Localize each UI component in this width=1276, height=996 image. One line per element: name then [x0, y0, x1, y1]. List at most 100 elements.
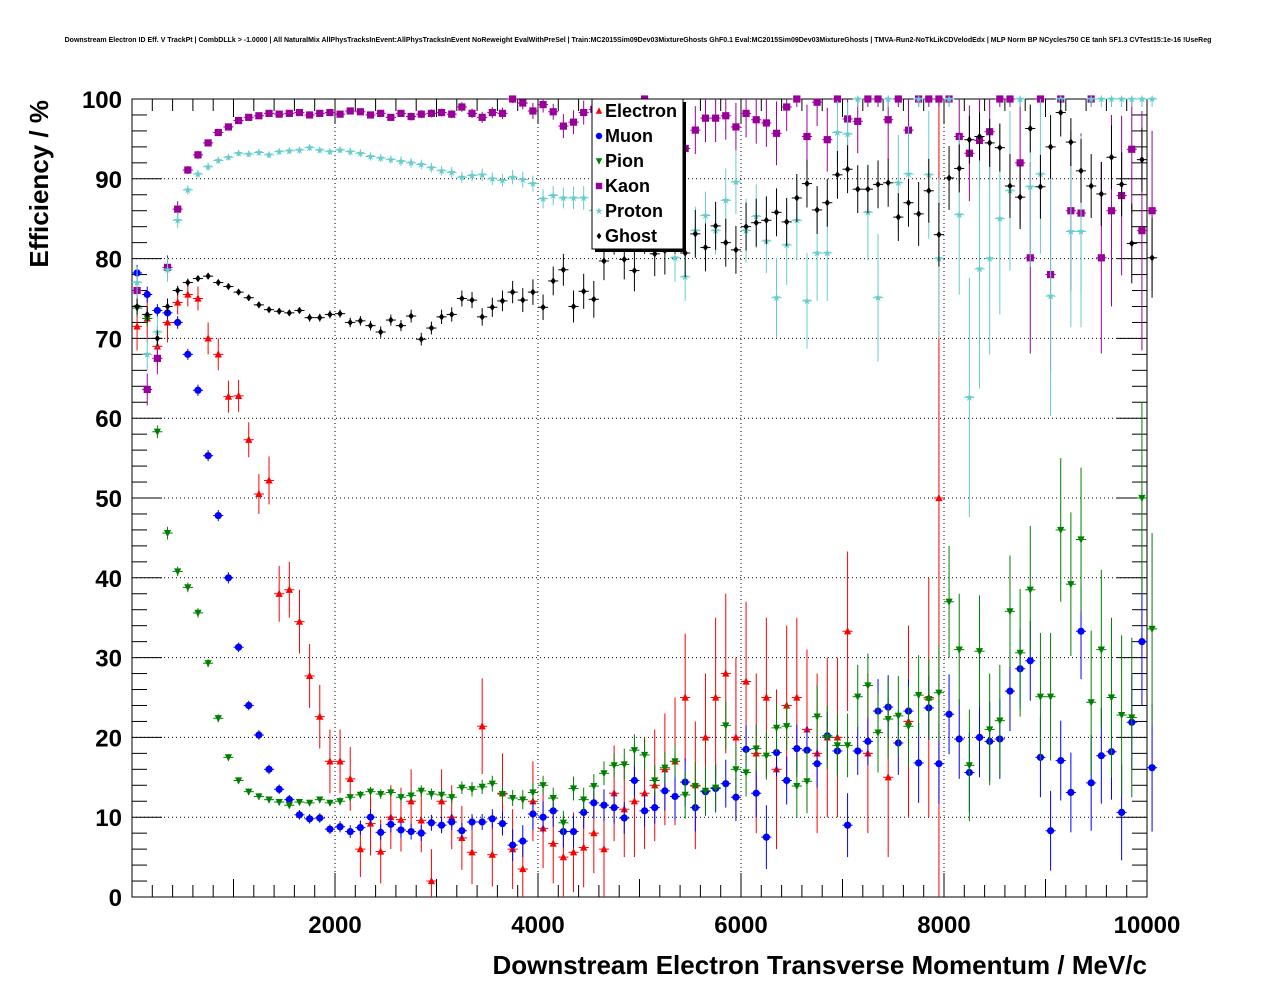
- ghost-point: [794, 194, 800, 202]
- proton-point: [985, 254, 994, 262]
- ghost-point: [540, 303, 546, 311]
- muon-point: [935, 760, 943, 768]
- pion-point: [762, 752, 770, 760]
- kaon-point: [1148, 207, 1156, 215]
- proton-point: [1107, 94, 1116, 103]
- y-tick-label: 70: [95, 326, 122, 353]
- kaon-point: [478, 113, 486, 121]
- ghost-point: [1037, 183, 1044, 191]
- muon-point: [1067, 788, 1075, 797]
- kaon-point: [691, 126, 699, 134]
- muon-point: [275, 785, 283, 793]
- ghost-point: [986, 139, 993, 147]
- electron-point: [356, 845, 364, 853]
- pion-point: [1087, 699, 1095, 707]
- pion-point: [559, 819, 567, 827]
- pion-point: [529, 789, 537, 797]
- kaon-point: [174, 205, 182, 213]
- proton-point: [1137, 94, 1146, 103]
- proton-point: [315, 145, 324, 154]
- pion-point: [813, 713, 821, 721]
- kaon-point: [996, 95, 1004, 103]
- pion-point: [640, 751, 649, 760]
- proton-point: [579, 193, 588, 202]
- muon-point: [366, 813, 375, 821]
- proton-point: [498, 176, 507, 184]
- electron-point: [712, 693, 720, 701]
- ghost-point: [174, 286, 181, 295]
- proton-point: [853, 94, 862, 103]
- electron-point: [569, 848, 578, 856]
- electron-point: [519, 864, 527, 873]
- electron-point: [417, 816, 425, 824]
- pion-point: [955, 646, 963, 654]
- kaon-point: [580, 108, 588, 117]
- kaon-point: [1097, 254, 1105, 262]
- proton-point: [945, 94, 954, 103]
- muon-point: [255, 731, 263, 739]
- ghost-point: [266, 306, 272, 314]
- pion-point: [722, 722, 730, 730]
- muon-point: [478, 818, 486, 826]
- proton-point: [183, 185, 192, 194]
- pion-point: [194, 609, 202, 618]
- ghost-point: [377, 328, 384, 336]
- electron-point: [701, 733, 710, 741]
- proton-point: [224, 153, 233, 161]
- kaon-point: [772, 129, 781, 137]
- muon-point: [793, 744, 801, 753]
- ghost-point: [844, 165, 851, 173]
- pion-point: [214, 715, 222, 723]
- electron-point: [559, 853, 567, 861]
- ghost-point: [530, 288, 536, 296]
- proton-point: [488, 174, 497, 183]
- legend-label-pion: Pion: [605, 151, 644, 171]
- ghost-point: [834, 171, 841, 179]
- proton-point: [1117, 94, 1126, 103]
- kaon-point: [783, 103, 791, 111]
- ghost-point: [520, 296, 526, 304]
- electron-point: [742, 677, 750, 685]
- pion-point: [285, 802, 293, 810]
- kaon-point: [793, 95, 801, 103]
- ghost-point: [733, 246, 739, 254]
- kaon-point: [1006, 95, 1014, 103]
- ghost-point: [753, 219, 759, 227]
- pion-point: [366, 788, 375, 796]
- proton-point: [914, 94, 923, 103]
- muon-point: [397, 826, 405, 834]
- pion-point: [356, 791, 364, 799]
- muon-point: [915, 759, 923, 767]
- kaon-point: [153, 354, 161, 362]
- pion-point: [874, 729, 882, 737]
- proton-point: [508, 173, 517, 181]
- electron-point: [590, 829, 598, 837]
- legend-box: [591, 98, 684, 250]
- ghost-point: [814, 206, 820, 214]
- kaon-point: [326, 108, 334, 117]
- muon-point: [448, 818, 456, 826]
- pion-point: [732, 766, 740, 774]
- kaon-point: [925, 95, 933, 103]
- ghost-point: [804, 179, 810, 188]
- muon-point: [762, 833, 770, 841]
- muon-point: [437, 821, 446, 829]
- pion-point: [843, 742, 852, 750]
- pion-point: [712, 784, 720, 792]
- ghost-point: [1088, 182, 1094, 190]
- pion-point: [884, 715, 892, 724]
- ghost-point: [926, 187, 932, 195]
- kaon-point: [234, 116, 243, 125]
- ghost-point: [347, 318, 353, 327]
- ghost-point: [256, 301, 262, 309]
- electron-point: [306, 671, 314, 680]
- ghost-point: [459, 294, 465, 303]
- pion-point: [620, 761, 628, 769]
- ghost-point: [418, 335, 424, 343]
- muon-point: [864, 737, 872, 745]
- proton-point: [386, 155, 395, 164]
- pion-point: [651, 777, 659, 785]
- pion-point: [1016, 649, 1024, 657]
- proton-point: [275, 147, 284, 156]
- proton-point: [569, 193, 578, 202]
